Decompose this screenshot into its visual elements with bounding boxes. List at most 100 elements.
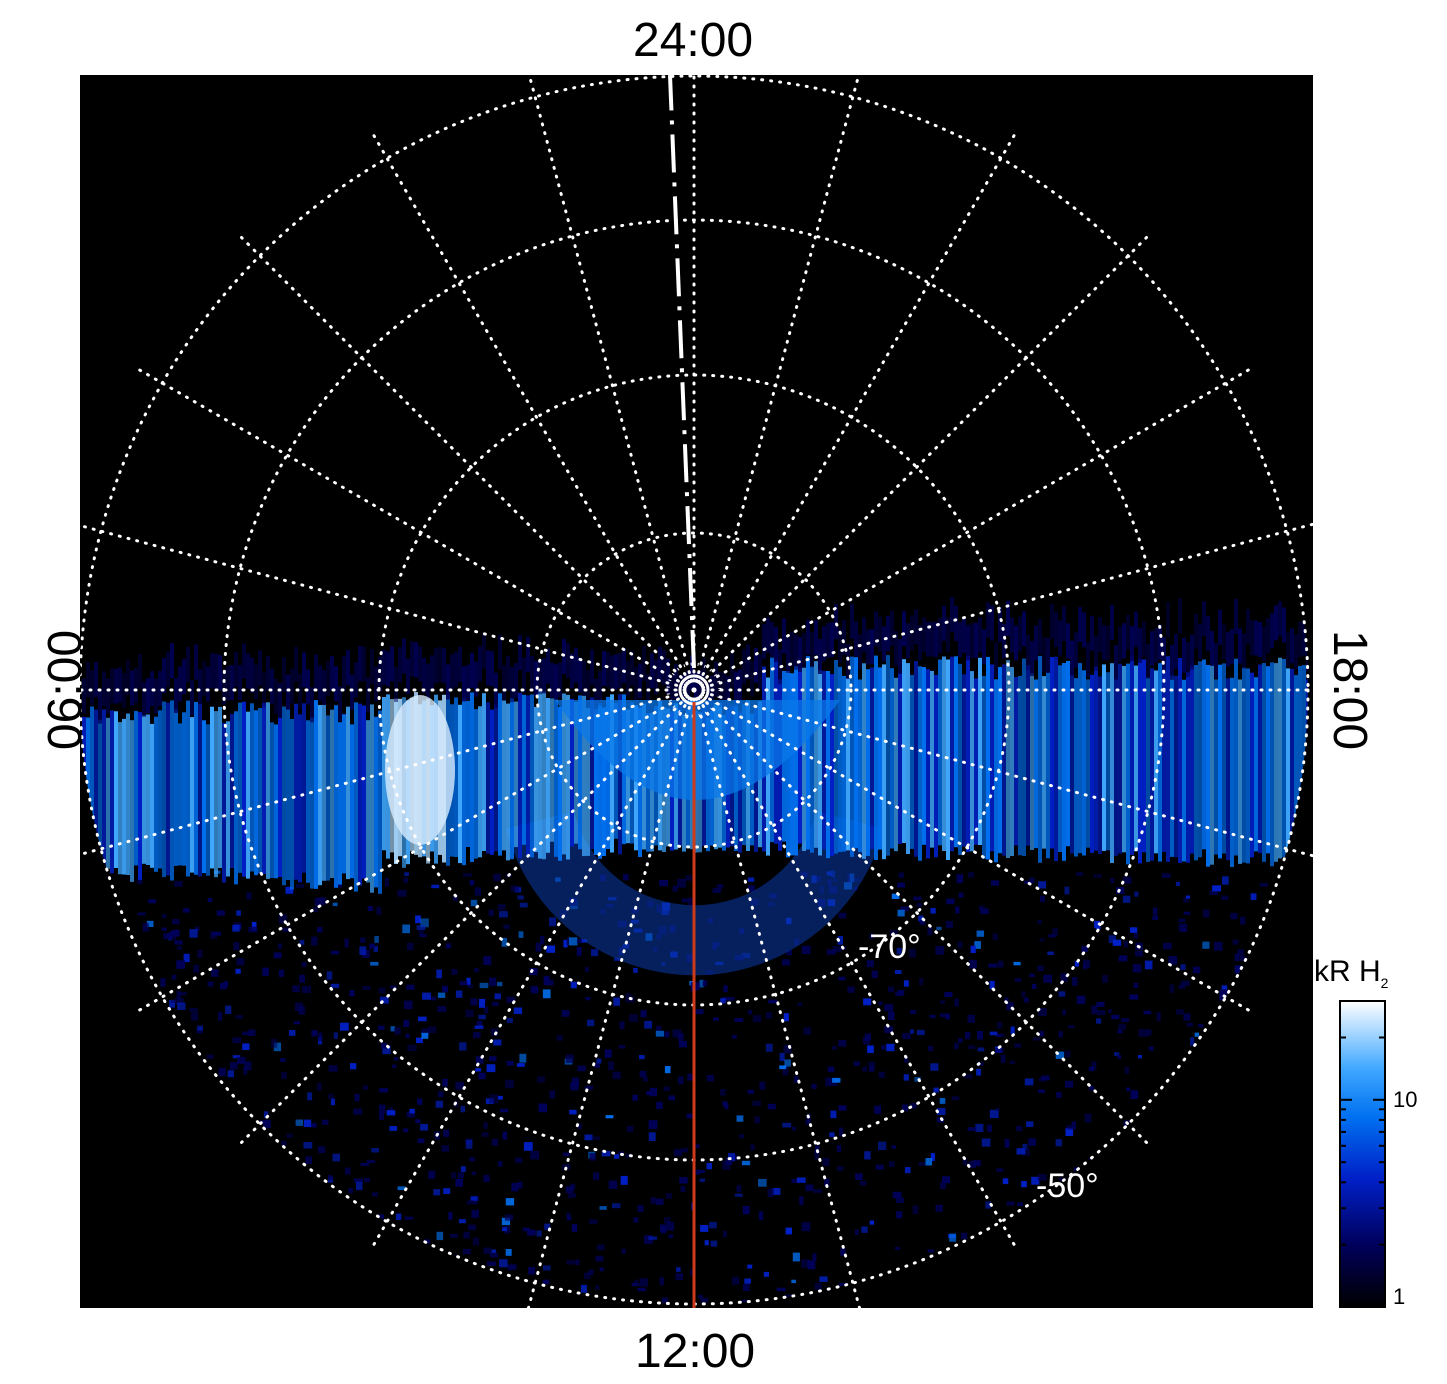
noise-pixel	[1026, 1121, 1034, 1127]
noise-pixel	[384, 878, 389, 887]
noise-pixel	[415, 915, 421, 924]
aurora-streak	[510, 698, 514, 860]
noise-pixel	[474, 887, 482, 896]
noise-pixel	[364, 1177, 371, 1183]
noise-pixel	[566, 1215, 572, 1221]
noise-pixel	[566, 1212, 571, 1216]
aurora-fringe	[374, 666, 378, 702]
aurora-fringe	[950, 597, 954, 632]
noise-pixel	[174, 940, 183, 945]
noise-pixel	[466, 1200, 476, 1205]
aurora-fringe	[1194, 613, 1198, 649]
noise-pixel	[356, 1182, 363, 1191]
noise-pixel	[1110, 878, 1115, 884]
noise-pixel	[897, 990, 905, 996]
noise-pixel	[896, 947, 902, 955]
aurora-streak	[602, 707, 606, 856]
noise-pixel	[1052, 928, 1058, 937]
noise-pixel	[678, 1041, 688, 1048]
noise-pixel	[797, 1002, 803, 1007]
aurora-streak	[1062, 663, 1066, 861]
noise-pixel	[634, 1279, 639, 1285]
aurora-streak	[150, 723, 154, 868]
aurora-fringe	[250, 657, 254, 693]
noise-pixel	[207, 897, 213, 903]
noise-pixel	[863, 998, 872, 1006]
noise-pixel	[1116, 1055, 1122, 1060]
noise-pixel	[791, 1178, 797, 1184]
aurora-fringe	[1150, 631, 1154, 667]
aurora-streak	[302, 703, 306, 873]
noise-pixel	[940, 1182, 947, 1189]
noise-pixel	[779, 1065, 787, 1070]
noise-pixel	[403, 877, 408, 884]
aurora-streak	[1226, 678, 1230, 861]
noise-pixel	[779, 1052, 785, 1062]
noise-pixel	[697, 1295, 704, 1299]
noise-pixel	[659, 1276, 665, 1286]
noise-pixel	[328, 1093, 334, 1100]
aurora-streak	[110, 710, 114, 874]
aurora-streak	[1218, 664, 1222, 859]
aurora-streak	[258, 708, 262, 874]
noise-pixel	[543, 1265, 551, 1271]
noise-pixel	[791, 1279, 797, 1284]
aurora-streak	[854, 657, 858, 849]
aurora-fringe	[790, 631, 794, 667]
aurora-fringe	[378, 656, 382, 692]
aurora-fringe	[266, 655, 270, 691]
noise-pixel	[280, 1058, 286, 1062]
noise-pixel	[262, 967, 269, 976]
meridian	[692, 236, 1148, 692]
aurora-streak	[890, 668, 894, 849]
noise-pixel	[246, 892, 252, 900]
noise-pixel	[996, 1033, 1002, 1038]
noise-pixel	[613, 997, 620, 1006]
noise-pixel	[1178, 923, 1188, 932]
aurora-streak	[978, 657, 982, 845]
noise-pixel	[621, 1248, 626, 1254]
aurora-fringe	[710, 675, 714, 711]
noise-pixel	[1232, 939, 1239, 945]
noise-pixel	[706, 1162, 713, 1170]
aurora-streak	[590, 697, 594, 850]
aurora-streak	[1302, 665, 1306, 852]
noise-pixel	[648, 1236, 658, 1240]
noise-pixel	[854, 1229, 860, 1236]
aurora-fringe	[1174, 633, 1178, 669]
aurora-streak	[1230, 677, 1234, 867]
noise-pixel	[976, 1068, 981, 1076]
aurora-fringe	[986, 602, 990, 638]
noise-pixel	[1124, 1066, 1130, 1075]
aurora-streak	[166, 702, 170, 876]
meridian	[372, 134, 696, 692]
aurora-streak	[214, 711, 218, 878]
noise-pixel	[792, 1252, 800, 1262]
aurora-streak	[1058, 665, 1062, 852]
noise-pixel	[863, 1037, 870, 1045]
aurora-fringe	[198, 669, 202, 705]
noise-pixel	[547, 979, 554, 986]
aurora-streak	[286, 709, 290, 880]
noise-pixel	[967, 1127, 977, 1131]
noise-pixel	[1091, 1061, 1097, 1070]
aurora-streak	[554, 699, 558, 857]
noise-pixel	[1039, 938, 1045, 942]
aurora-fringe	[898, 639, 902, 675]
aurora-fringe	[306, 669, 310, 705]
noise-pixel	[273, 1042, 282, 1052]
aurora-fringe	[1238, 628, 1242, 664]
noise-pixel	[466, 977, 471, 986]
noise-pixel	[832, 1045, 837, 1050]
noise-pixel	[403, 1019, 410, 1028]
noise-pixel	[522, 1227, 530, 1232]
noise-pixel	[497, 1161, 503, 1167]
aurora-fringe	[1114, 645, 1118, 680]
aurora-fringe	[586, 670, 590, 705]
aurora-streak	[846, 678, 850, 851]
noise-pixel	[455, 1178, 464, 1187]
aurora-fringe	[314, 654, 318, 690]
aurora-fringe	[174, 678, 178, 713]
noise-pixel	[422, 992, 431, 1000]
aurora-fringe	[1010, 617, 1014, 653]
